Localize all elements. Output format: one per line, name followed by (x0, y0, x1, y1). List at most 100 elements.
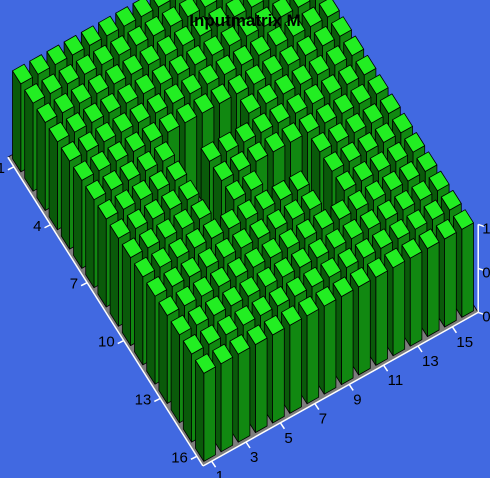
bar-face-top (349, 266, 371, 288)
bar-face-front (392, 260, 406, 357)
bar-face-top (163, 266, 185, 288)
bar-face-top (374, 122, 396, 143)
bar-face-top (131, 179, 153, 201)
bar-face-top (146, 93, 168, 114)
bar-face-top (440, 189, 462, 211)
bar-face-top (129, 102, 151, 124)
bar-r16-c3 (229, 334, 251, 443)
bar-face-top (389, 218, 411, 240)
bar-face-top (316, 103, 337, 124)
bar-face-top (29, 54, 51, 75)
bar-face-top (227, 73, 249, 95)
z-tick-mark (477, 267, 485, 272)
bar-face-top (301, 189, 322, 211)
bar-r16-c10 (349, 266, 371, 376)
bar-face-top (225, 179, 246, 201)
bar-face-top (288, 170, 310, 191)
bar-face-top (24, 83, 46, 104)
bar-face-top (225, 0, 247, 18)
bar-face-top (250, 35, 271, 56)
col-tick-mark (210, 460, 217, 468)
bar-face-top (149, 170, 170, 191)
bar-face-top (291, 247, 312, 269)
bar-face-top (176, 102, 198, 124)
bar-face-front (203, 366, 216, 462)
bar-face-top (252, 112, 274, 134)
bar-face-top (110, 35, 132, 56)
bar-face-top (321, 74, 342, 95)
bar-face-top (97, 198, 119, 220)
bar-face-top (273, 257, 295, 278)
bar-face-top (153, 0, 171, 8)
bar-face-top (70, 83, 92, 104)
bar-face-top (315, 286, 337, 307)
bar-face-top (198, 64, 220, 85)
bar-face-top (83, 102, 104, 123)
col-tick-label: 7 (319, 411, 327, 428)
bar-face-top (193, 93, 215, 114)
bar-face-top (222, 285, 244, 307)
bar-face-top (283, 199, 305, 220)
bar-face-top (256, 266, 278, 288)
bar-face-top (210, 266, 231, 288)
bar-face-top (246, 0, 264, 8)
bar-face-top (296, 218, 317, 240)
col-tick-label: 9 (353, 391, 361, 408)
bar-face-top (115, 6, 137, 27)
bar-face-top (379, 93, 401, 114)
bar-face-top (117, 83, 139, 104)
z-tick-mark (477, 311, 485, 316)
bar-face-top (330, 199, 352, 220)
bar-face-top (100, 92, 122, 114)
bar-face-top (394, 189, 416, 211)
bar-face-front (444, 231, 457, 328)
bar-face-top (251, 295, 273, 317)
col-tick-label: 5 (284, 430, 292, 447)
bar-face-top (255, 6, 276, 28)
bar-face-side (12, 70, 22, 173)
col-axis-line (202, 311, 479, 467)
bar-face-top (139, 227, 160, 249)
bar-face-top (340, 141, 362, 163)
bar-face-side (85, 186, 95, 289)
bar-face-top (227, 256, 249, 278)
bar-face-top (146, 276, 168, 297)
bar-face-front (289, 318, 302, 414)
bar-face-top (342, 218, 364, 240)
bar-face-top (399, 160, 421, 182)
bar-face-top (151, 64, 173, 85)
bar-face-top (203, 35, 225, 56)
bar-face-side (182, 340, 193, 443)
row-tick-label: 7 (70, 276, 78, 293)
bar-face-side (146, 282, 156, 385)
bar-face-top (48, 121, 70, 143)
bar-face-front (306, 308, 320, 405)
bar-face-top (291, 64, 313, 85)
bar-face-top (220, 208, 241, 230)
bar-face-top (95, 121, 117, 143)
bar-face-top (212, 160, 234, 182)
col-tick-mark (314, 403, 320, 411)
bar-face-top (347, 189, 369, 211)
bar-face-front (461, 222, 474, 318)
bar-face-top (98, 15, 119, 37)
bar-face-top (237, 199, 259, 220)
bar-face-top (185, 227, 207, 249)
bar-face-top (114, 189, 136, 210)
bar-face-front (237, 347, 251, 443)
bar-face-top (119, 160, 141, 181)
bar-face-top (210, 83, 232, 104)
bar-face-top (175, 285, 197, 307)
bar-face-top (195, 353, 216, 374)
bar-face-top (335, 170, 357, 192)
bar-face-top (121, 237, 143, 259)
bar-face-top (182, 333, 204, 355)
bar-face-top (156, 35, 178, 56)
bar-face-top (278, 228, 300, 249)
bar-face-top (350, 83, 372, 105)
bar-face-top (308, 54, 330, 76)
row-tick-mark (117, 339, 125, 345)
bar-face-top (311, 131, 332, 153)
bar-face-top (124, 131, 146, 153)
